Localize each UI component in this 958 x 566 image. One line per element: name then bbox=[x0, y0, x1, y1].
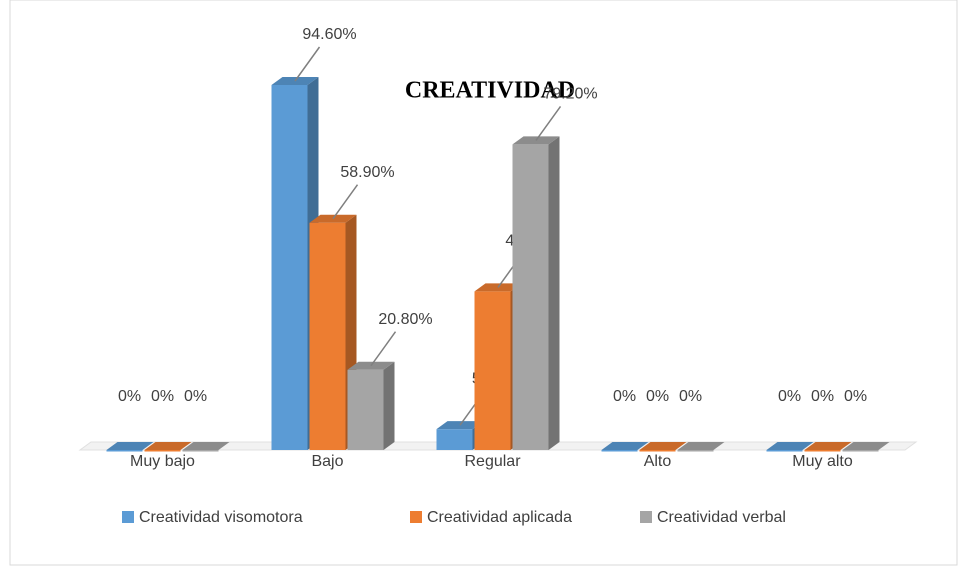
data-label: 0% bbox=[811, 388, 834, 405]
bar bbox=[309, 222, 346, 450]
bar-3d bbox=[766, 442, 814, 452]
bar bbox=[106, 450, 143, 452]
bar-3d bbox=[639, 442, 687, 452]
chart-title: CREATIVIDAD bbox=[405, 78, 575, 104]
bar bbox=[677, 450, 714, 452]
data-label: 0% bbox=[118, 388, 141, 405]
data-label: 0% bbox=[151, 388, 174, 405]
bar bbox=[842, 450, 879, 452]
bar bbox=[144, 450, 181, 452]
leader-line bbox=[535, 105, 562, 141]
data-label: 79.20% bbox=[543, 86, 597, 103]
legend-swatch bbox=[122, 511, 134, 523]
bar-side bbox=[548, 136, 560, 450]
bar bbox=[601, 450, 638, 452]
leader-line bbox=[332, 184, 359, 220]
chart-border bbox=[9, 0, 958, 566]
bar bbox=[804, 450, 841, 452]
bar-side bbox=[383, 361, 395, 450]
bar-top bbox=[601, 442, 649, 450]
bar-3d bbox=[182, 442, 230, 452]
data-label: 0% bbox=[646, 388, 669, 405]
leader-line bbox=[370, 331, 397, 367]
legend-label: Creatividad visomotora bbox=[139, 509, 303, 526]
legend-label: Creatividad aplicada bbox=[427, 509, 572, 526]
x-tick-label: Muy alto bbox=[792, 453, 853, 470]
bar-top bbox=[804, 442, 852, 450]
data-label: 0% bbox=[844, 388, 867, 405]
legend-label: Creatividad verbal bbox=[657, 509, 786, 526]
bar-3d bbox=[601, 442, 649, 452]
bar bbox=[512, 144, 549, 450]
data-label: 0% bbox=[184, 388, 207, 405]
bar-3d bbox=[842, 442, 890, 452]
bar bbox=[347, 369, 384, 450]
bar-top bbox=[639, 442, 687, 450]
bar-top bbox=[106, 442, 154, 450]
bar-3d bbox=[804, 442, 852, 452]
x-tick-label: Alto bbox=[644, 453, 672, 470]
bar-top bbox=[144, 442, 192, 450]
data-label: 58.90% bbox=[340, 164, 394, 181]
data-label: 94.60% bbox=[302, 26, 356, 43]
legend-swatch bbox=[410, 511, 422, 523]
bar bbox=[182, 450, 219, 452]
bar-top bbox=[842, 442, 890, 450]
x-tick-label: Muy bajo bbox=[130, 453, 195, 470]
bar-3d bbox=[677, 442, 725, 452]
bar-top bbox=[766, 442, 814, 450]
bar-3d bbox=[144, 442, 192, 452]
bar bbox=[474, 291, 511, 450]
bar bbox=[639, 450, 676, 452]
data-label: 0% bbox=[679, 388, 702, 405]
bar bbox=[766, 450, 803, 452]
bar-3d bbox=[512, 136, 560, 450]
bar-top bbox=[182, 442, 230, 450]
x-tick-label: Regular bbox=[464, 453, 521, 470]
bar-3d bbox=[347, 361, 395, 450]
bar-3d bbox=[106, 442, 154, 452]
data-label: 0% bbox=[613, 388, 636, 405]
bar bbox=[436, 429, 473, 450]
legend-swatch bbox=[640, 511, 652, 523]
bar bbox=[271, 85, 308, 450]
bar-top bbox=[677, 442, 725, 450]
data-label: 20.80% bbox=[378, 311, 432, 328]
leader-line bbox=[294, 46, 321, 82]
data-label: 0% bbox=[778, 388, 801, 405]
x-tick-label: Bajo bbox=[311, 453, 343, 470]
